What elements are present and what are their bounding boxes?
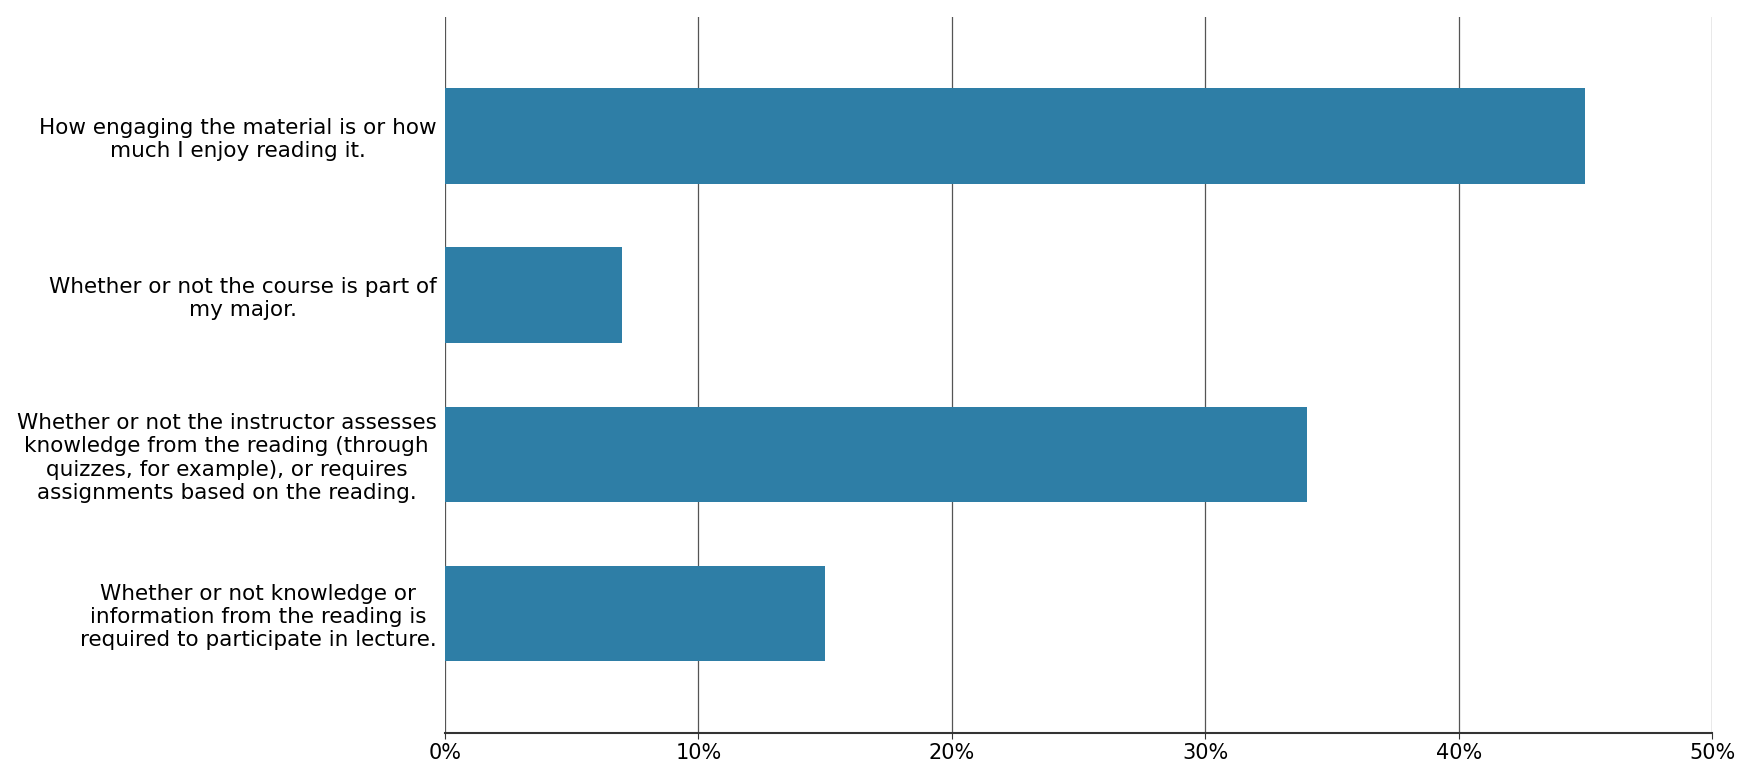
Bar bbox=[445, 406, 1307, 502]
Bar bbox=[445, 88, 1586, 184]
Bar bbox=[445, 247, 622, 343]
Bar bbox=[445, 566, 825, 661]
